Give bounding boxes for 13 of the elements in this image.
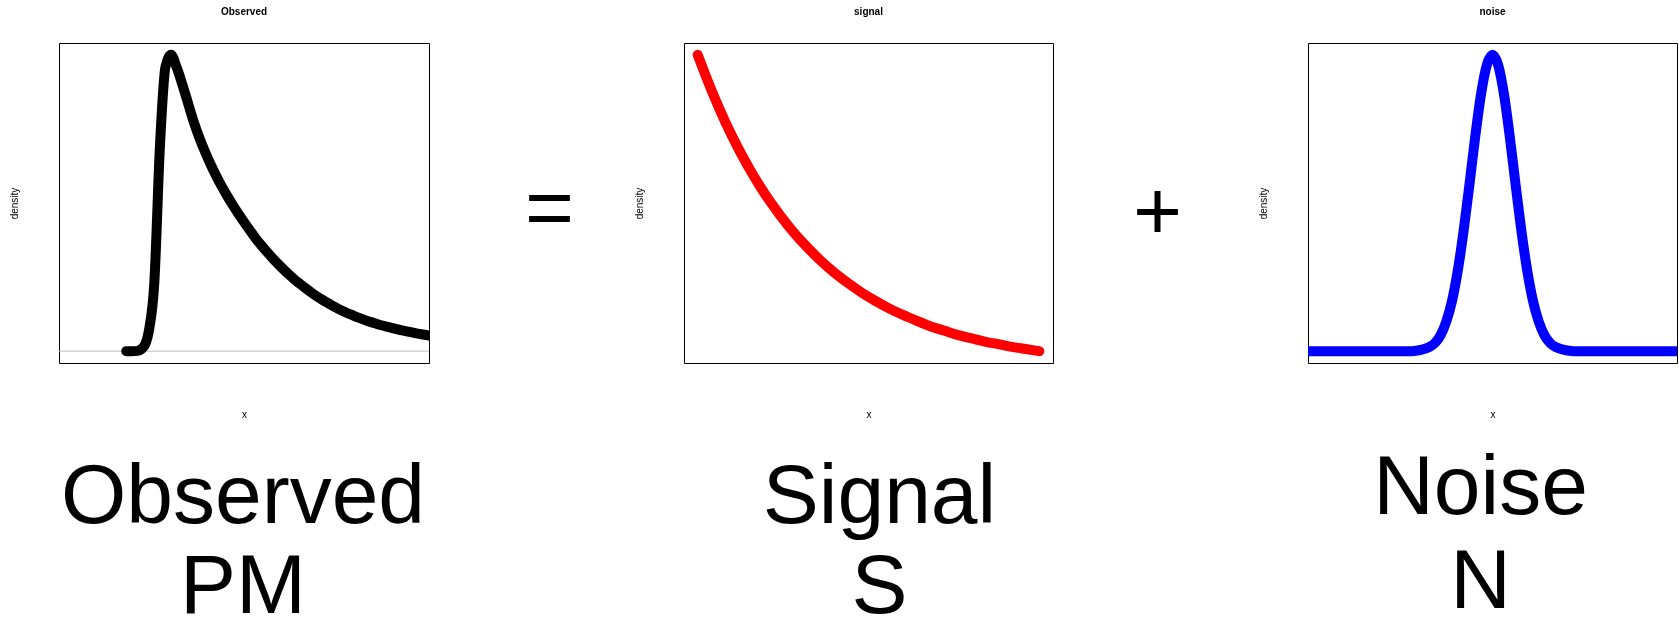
chart-title: signal: [854, 6, 884, 17]
x-axis-title: x: [1490, 408, 1496, 420]
chart-title: noise: [1479, 6, 1506, 17]
text: Noise: [1373, 438, 1588, 532]
y-axis-title: density: [8, 187, 20, 220]
chart-title: Observed: [220, 6, 268, 17]
x-axis-title: x: [242, 408, 247, 420]
text: N: [1450, 532, 1511, 626]
y-axis-title: density: [633, 187, 645, 220]
x-axis-title: x: [866, 408, 872, 420]
text: =: [524, 160, 575, 254]
text: +: [1132, 163, 1183, 257]
y-axis-title: density: [1257, 187, 1269, 220]
